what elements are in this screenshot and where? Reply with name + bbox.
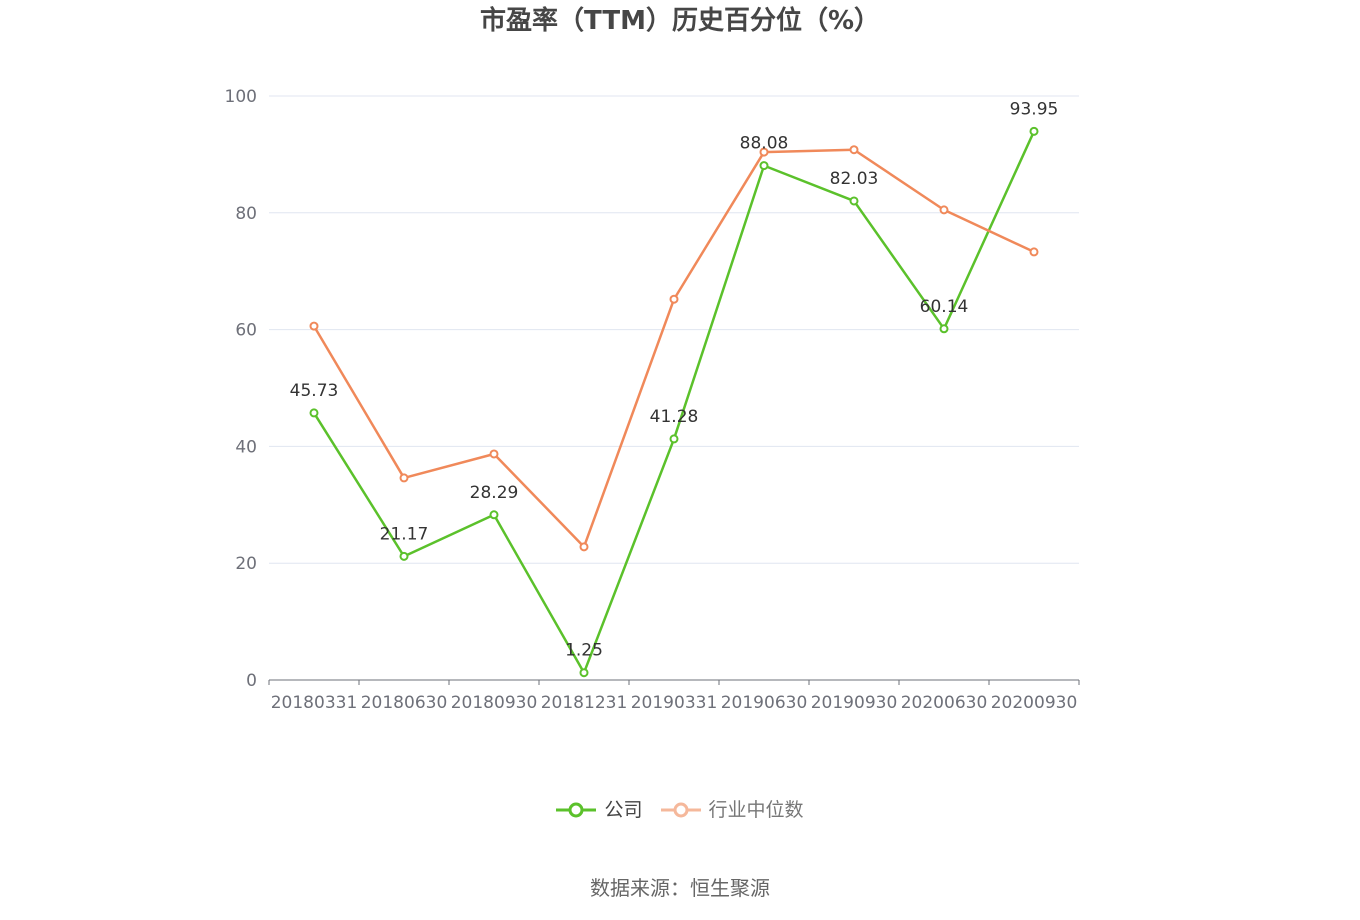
legend-label-industry-median: 行业中位数: [708, 799, 804, 821]
x-tick-label: 20180930: [451, 693, 538, 713]
y-tick-label: 0: [246, 671, 257, 691]
y-tick-label: 20: [235, 554, 257, 574]
industry-median-legend-icon: [660, 802, 701, 818]
company-data-label: 82.03: [830, 169, 879, 189]
industry-median-data-point: [579, 542, 589, 552]
data-source-note: 数据来源：恒生聚源: [590, 876, 770, 900]
y-tick-label: 80: [235, 204, 257, 224]
company-data-point: [759, 161, 769, 171]
company-data-point: [849, 196, 859, 206]
x-tick-label: 20190630: [721, 693, 808, 713]
industry-median-data-point: [309, 321, 319, 331]
company-data-point: [939, 324, 949, 334]
industry-median-data-point: [939, 205, 949, 215]
industry-median-data-point: [489, 449, 499, 459]
legend-item-company[interactable]: 公司: [556, 796, 643, 824]
chart-title: 市盈率（TTM）历史百分位（%）: [480, 6, 880, 36]
industry-median-data-point: [759, 147, 769, 157]
company-data-point: [399, 551, 409, 561]
company-data-label: 60.14: [920, 297, 969, 317]
x-tick-label: 20190930: [811, 693, 898, 713]
company-data-label: 21.17: [380, 524, 429, 544]
x-tick-label: 20190331: [631, 693, 718, 713]
x-tick-label: 20180331: [271, 693, 358, 713]
x-tick-label: 20181231: [541, 693, 628, 713]
company-data-label: 45.73: [290, 381, 339, 401]
company-data-point: [489, 510, 499, 520]
x-tick-label: 20200930: [991, 693, 1078, 713]
company-data-label: 1.25: [565, 641, 603, 661]
industry-median-series-line: [312, 148, 1035, 549]
industry-median-data-point: [849, 145, 859, 155]
company-data-point: [1029, 126, 1039, 136]
y-tick-label: 100: [225, 87, 257, 107]
company-data-point: [579, 668, 589, 678]
y-tick-label: 40: [235, 437, 257, 457]
legend-label-company: 公司: [604, 799, 643, 821]
company-data-label: 28.29: [470, 483, 519, 503]
x-tick-label: 20200630: [901, 693, 988, 713]
company-data-point: [309, 408, 319, 418]
company-data-point: [669, 434, 679, 444]
x-tick-label: 20180630: [361, 693, 448, 713]
company-data-label: 41.28: [650, 407, 699, 427]
legend: 公司 行业中位数: [0, 796, 1360, 824]
industry-median-data-point: [1029, 247, 1039, 257]
company-data-label: 93.95: [1010, 99, 1059, 119]
company-legend-icon: [556, 802, 597, 818]
legend-item-industry-median[interactable]: 行业中位数: [660, 796, 804, 824]
industry-median-data-point: [669, 294, 679, 304]
y-tick-label: 60: [235, 321, 257, 341]
company-data-label: 88.08: [740, 134, 789, 154]
industry-median-data-point: [399, 473, 409, 483]
